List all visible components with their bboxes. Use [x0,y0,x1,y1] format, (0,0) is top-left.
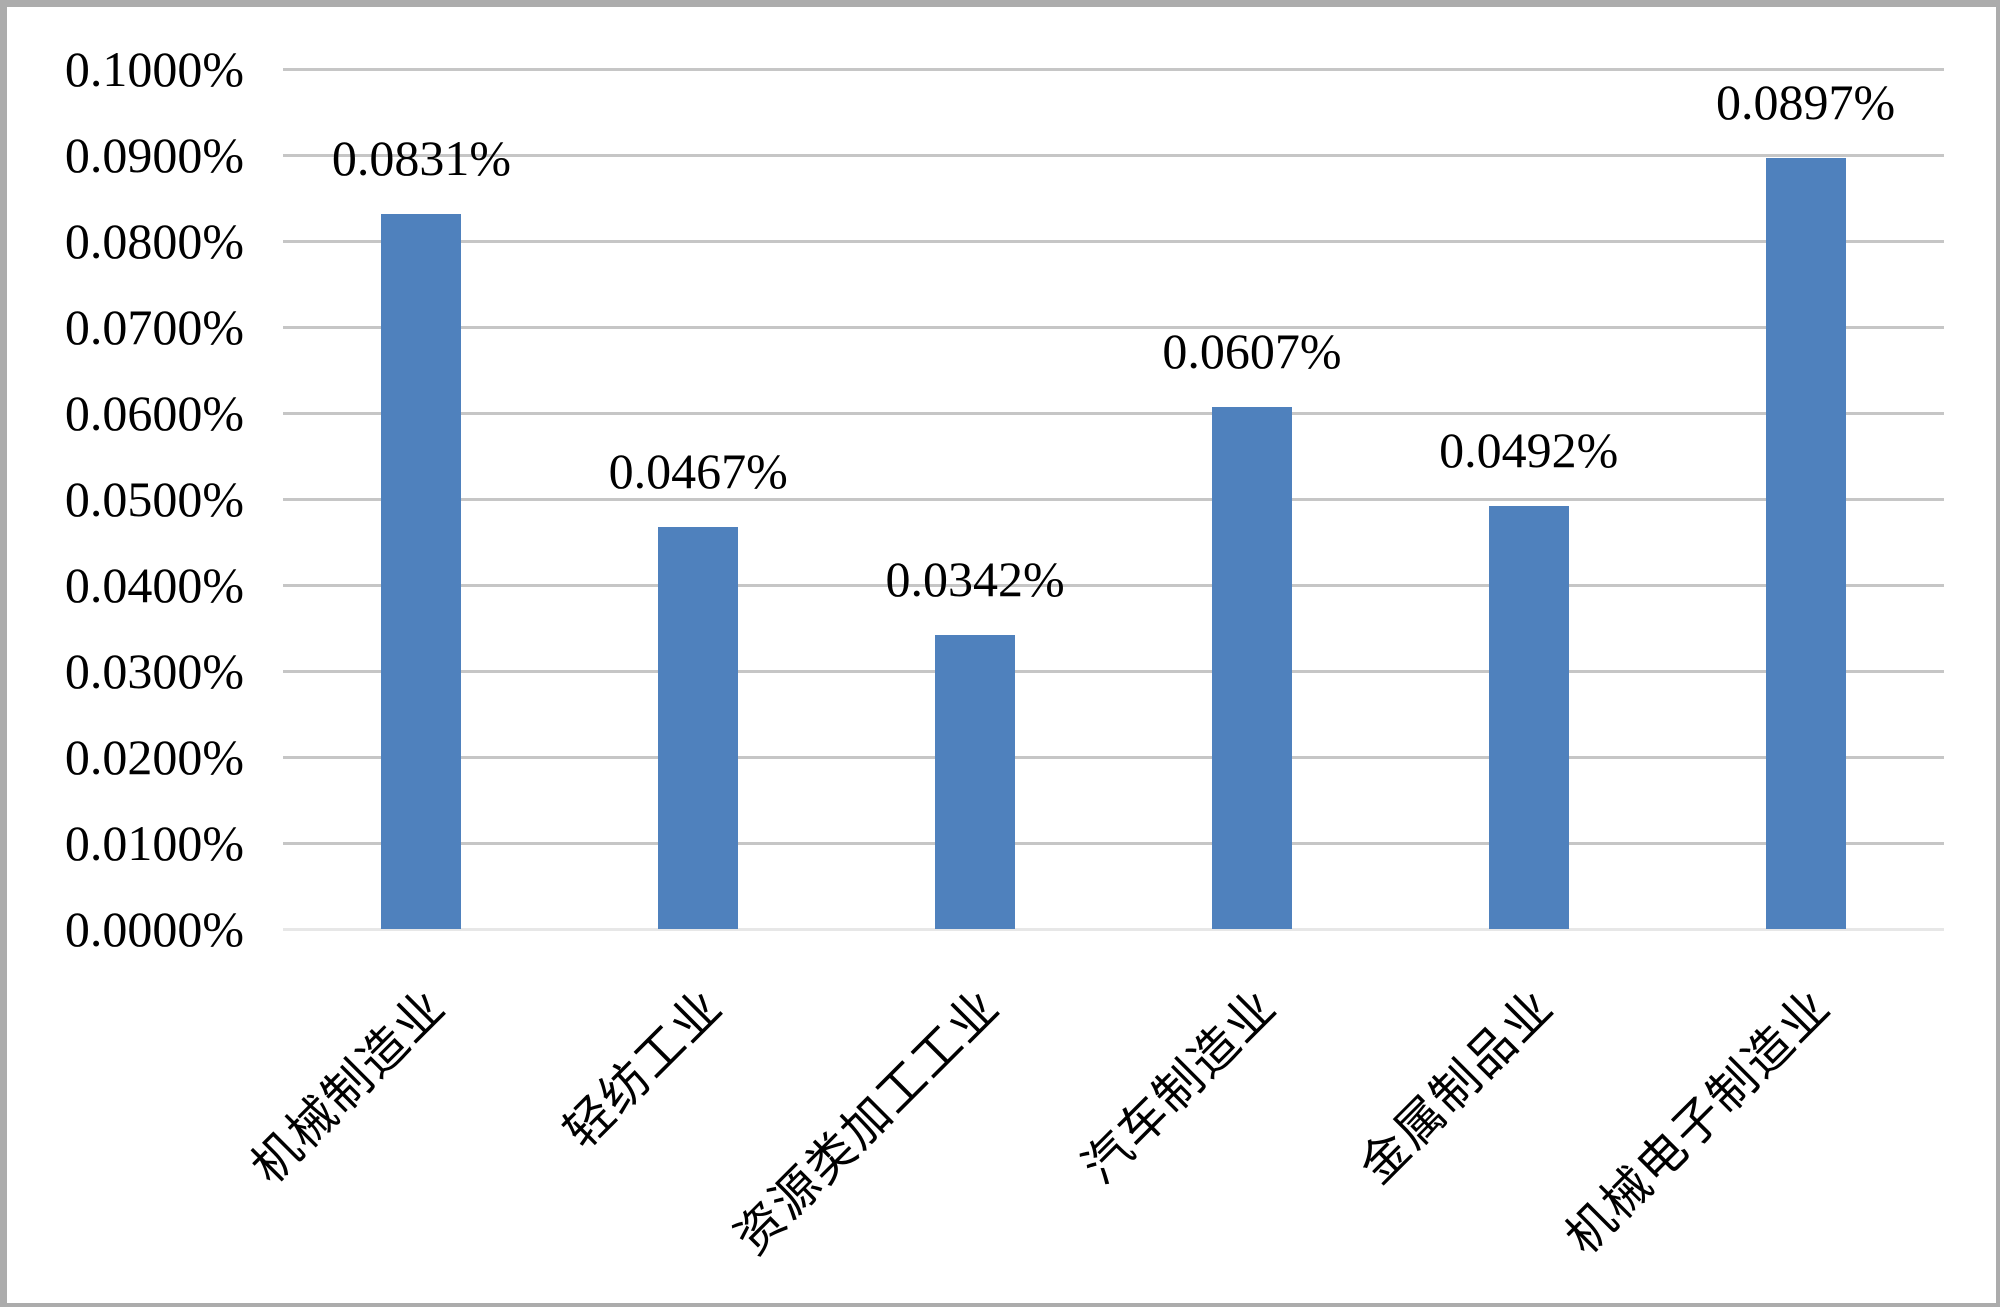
gridline [283,67,1944,71]
y-tick-label: 0.0900% [64,127,244,183]
bar [658,527,739,929]
y-tick-label: 0.0700% [64,299,244,355]
gridline [283,497,1944,501]
x-category-label: 汽车制造业 [1072,979,1288,1194]
y-tick-label: 0.0500% [64,471,244,527]
y-tick-label: 0.0400% [64,557,244,613]
y-tick-label: 0.0600% [64,385,244,441]
bar-value-label: 0.0467% [608,443,788,500]
x-category-label: 金属制品业 [1349,979,1564,1194]
bar-value-label: 0.0342% [885,550,1065,607]
bar-value-label: 0.0492% [1439,421,1619,478]
bar-chart: 0.1000% 0.0900% 0.0800% 0.0700% 0.0600% 0.050… [7,7,1996,1303]
gridline [283,325,1944,329]
y-tick-label: 0.0300% [64,643,244,699]
bar [1488,505,1569,929]
bar [935,634,1016,929]
bar [1765,157,1846,929]
y-tick-label: 0.0800% [64,213,244,269]
x-axis-baseline [283,927,1944,931]
bar-value-label: 0.0607% [1162,322,1342,379]
bar-value-label: 0.0897% [1716,73,1896,130]
y-tick-label: 0.0200% [64,729,244,785]
y-tick-label: 0.0000% [64,901,244,957]
x-category-label: 机械制造业 [242,979,457,1194]
x-category-label: 资源类加工工业 [725,979,1011,1265]
y-tick-label: 0.0100% [64,815,244,871]
y-tick-label: 0.1000% [64,41,244,97]
bar [381,214,462,929]
x-category-label: 轻纺工业 [554,979,734,1159]
gridline [283,669,1944,673]
gridline [283,153,1944,157]
bar [1211,406,1292,929]
gridline [283,583,1944,587]
x-category-label: 机械电子制造业 [1555,979,1841,1265]
bar-value-label: 0.0831% [331,130,511,187]
gridline [283,841,1944,845]
gridline [283,411,1944,415]
gridline [283,755,1944,759]
gridline [283,239,1944,243]
